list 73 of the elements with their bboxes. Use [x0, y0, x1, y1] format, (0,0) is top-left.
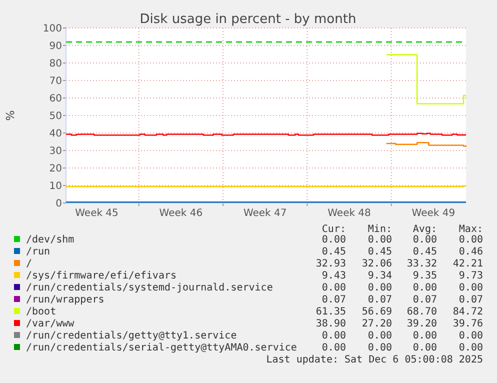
- text: 39.76: [452, 318, 483, 330]
- y-tick-label: 100: [42, 24, 62, 34]
- legend-label: /dev/shm: [26, 234, 74, 246]
- legend-label: /run: [26, 246, 50, 258]
- text: 0.00: [458, 234, 483, 246]
- text: 61.35: [316, 306, 346, 318]
- text: 0.45: [412, 246, 437, 258]
- x-tick-label: Week 49: [412, 208, 456, 219]
- x-tick-label: Week 47: [243, 208, 287, 219]
- text: 0.00: [412, 342, 437, 354]
- text: 84.72: [452, 306, 483, 318]
- text: 56.69: [362, 306, 392, 318]
- text: 38.90: [316, 318, 346, 330]
- text: 0.07: [412, 294, 437, 306]
- text: 0.00: [412, 234, 437, 246]
- text: 0.00: [412, 282, 437, 294]
- legend-label: /run/credentials/systemd-journald.service: [26, 282, 273, 294]
- text: 42.21: [452, 258, 483, 270]
- text: 0.07: [322, 294, 346, 306]
- text: 0.00: [458, 330, 483, 342]
- text: Avg:: [412, 224, 437, 235]
- x-tick-label: Week 45: [75, 208, 118, 219]
- text: 9.73: [458, 270, 483, 282]
- y-tick-label: 40: [49, 128, 62, 140]
- legend-label: /boot: [26, 306, 56, 318]
- text: 27.20: [362, 318, 392, 330]
- text: 39.20: [406, 318, 437, 330]
- y-tick-label: 0: [56, 198, 62, 210]
- text: 0.00: [368, 342, 392, 354]
- text: Max:: [458, 224, 483, 235]
- y-tick-label: 70: [49, 76, 62, 87]
- text: 68.70: [406, 306, 437, 318]
- x-tick-label: Week 46: [159, 208, 203, 219]
- y-tick-label: 10: [49, 181, 62, 192]
- text: 0.00: [368, 234, 392, 246]
- text: Cur:: [322, 224, 346, 235]
- y-tick-label: 60: [49, 94, 62, 104]
- text: 0.00: [322, 282, 346, 294]
- legend-label: /run/credentials/getty@tty1.service: [26, 330, 237, 342]
- text: 0.45: [322, 246, 346, 258]
- legend-label: /run/credentials/serial-getty@ttyAMA0.service: [26, 342, 297, 354]
- y-tick-label: 50: [49, 111, 62, 122]
- text: 0.46: [458, 246, 483, 258]
- y-tick-label: 20: [49, 164, 62, 174]
- text: 0.00: [322, 234, 346, 246]
- text: 0.07: [458, 294, 483, 306]
- y-tick-label: 30: [49, 146, 62, 157]
- text: 0.00: [368, 282, 392, 294]
- text: 0.45: [368, 246, 392, 258]
- text: 0.00: [458, 282, 483, 294]
- text: 0.00: [368, 330, 392, 342]
- chart-title: Disk usage in percent - by month: [140, 12, 356, 27]
- text: 9.43: [322, 270, 346, 282]
- legend-label: /: [26, 258, 32, 270]
- y-axis-title: %: [4, 110, 17, 121]
- legend-label: /run/wrappers: [26, 294, 104, 306]
- legend-label: /sys/firmware/efi/efivars: [26, 270, 177, 282]
- text: Min:: [368, 224, 392, 235]
- text: 0.00: [322, 342, 346, 354]
- legend-label: /var/www: [26, 318, 76, 330]
- text: Last update: Sat Dec 6 05:00:08 2025: [266, 354, 483, 366]
- text: 9.34: [368, 270, 392, 282]
- text: 0.00: [322, 330, 346, 342]
- y-tick-label: 90: [49, 41, 62, 52]
- text: 32.93: [316, 258, 346, 270]
- x-tick-label: Week 48: [328, 208, 371, 219]
- y-tick-label: 80: [49, 58, 62, 70]
- text: 0.00: [458, 342, 483, 354]
- text: 9.35: [412, 270, 437, 282]
- text: 33.32: [406, 258, 437, 270]
- text: 0.00: [412, 330, 437, 342]
- text: 32.06: [362, 258, 392, 270]
- text: 0.07: [368, 294, 392, 306]
